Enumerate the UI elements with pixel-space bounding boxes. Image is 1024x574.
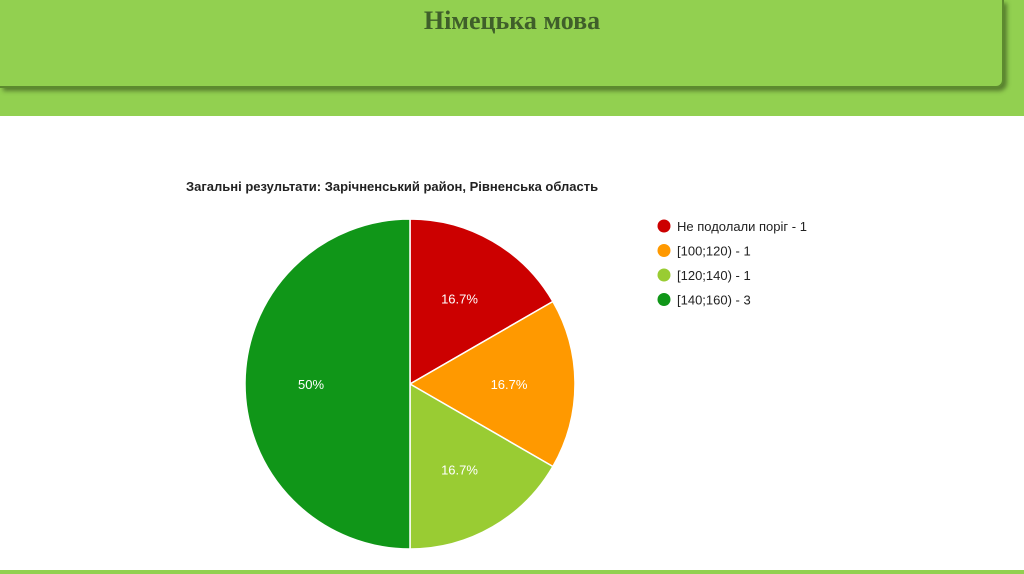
pie-slice-labels: 16.7% 16.7% 16.7% 50% xyxy=(298,291,528,477)
bottom-divider xyxy=(0,570,1024,574)
chart-legend: Не подолали поріг - 1 [100;120) - 1 [120;1… xyxy=(657,219,807,308)
header-box xyxy=(0,0,1004,88)
legend-swatch xyxy=(657,219,671,233)
legend-swatch xyxy=(657,268,671,282)
page-title: Німецька мова xyxy=(423,6,601,35)
pie-slice xyxy=(408,300,576,468)
pie-slices xyxy=(244,218,576,550)
slice-percent-label: 16.7% xyxy=(441,463,478,478)
legend-label: Не подолали поріг - 1 xyxy=(677,219,807,234)
legend-label: [120;140) - 1 xyxy=(677,268,751,283)
pie-slice xyxy=(244,218,411,550)
slice-percent-label: 16.7% xyxy=(441,291,478,306)
legend-label: [140;160) - 3 xyxy=(677,293,751,308)
legend-label: [100;120) - 1 xyxy=(677,244,751,259)
pie-slice xyxy=(409,218,554,386)
legend-swatch xyxy=(657,293,671,306)
pie-slice xyxy=(409,382,554,550)
chart-title: Загальні результати: Зарічненський район… xyxy=(186,179,598,194)
slice-percent-label: 50% xyxy=(298,377,324,392)
legend-swatch xyxy=(657,244,671,257)
slice-percent-label: 16.7% xyxy=(491,377,528,392)
